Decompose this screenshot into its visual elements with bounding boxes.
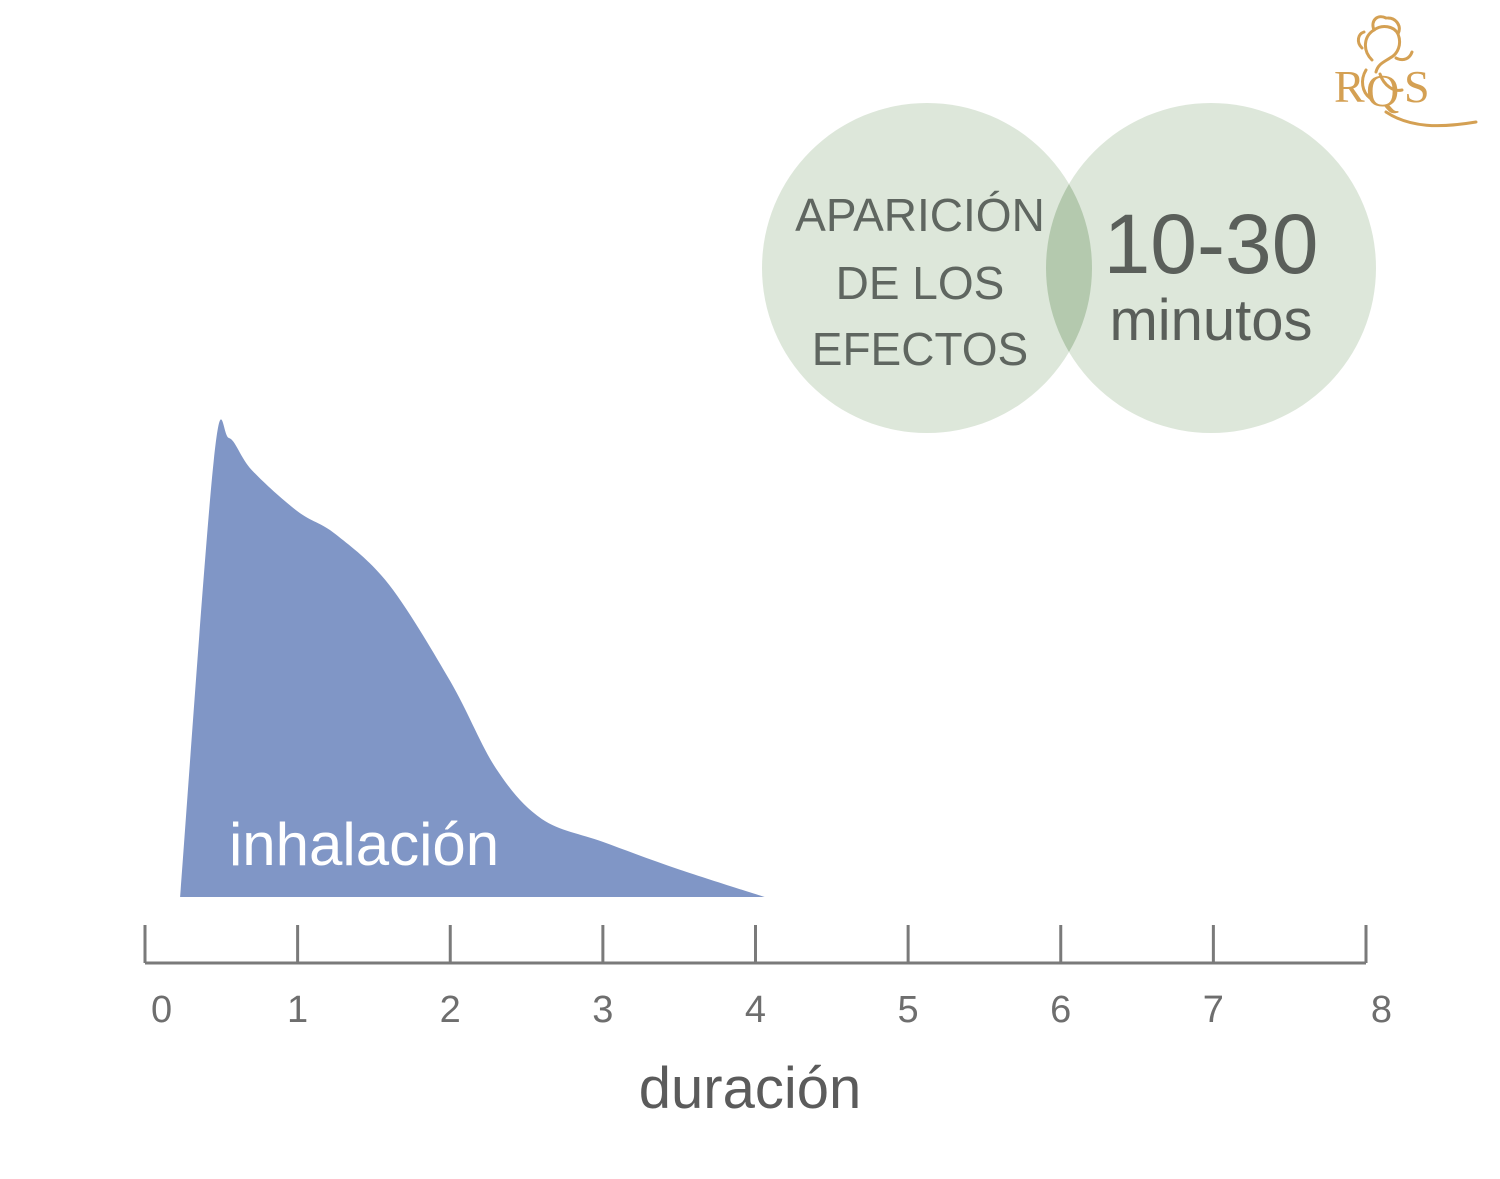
logo-text-s: S	[1404, 61, 1430, 112]
x-tick-label-7: 7	[1203, 989, 1224, 1031]
x-tick-label-0: 0	[151, 989, 172, 1031]
series-area-0	[180, 419, 765, 897]
x-axis-label: duración	[639, 1056, 861, 1121]
x-tick-label-4: 4	[745, 989, 766, 1031]
x-tick-label-6: 6	[1050, 989, 1071, 1031]
rqs-logo: R Q S	[1334, 15, 1478, 128]
logo-text-r: R	[1334, 61, 1365, 112]
series-label-0: inhalación	[229, 811, 499, 878]
onset-unit: minutos	[1109, 288, 1312, 353]
onset-venn: APARICIÓN DE LOS EFECTOS 10-30 minutos	[762, 103, 1376, 433]
x-axis: 0 1 2 3 4 5 6 7 8	[143, 925, 1392, 1031]
x-tick-label-3: 3	[592, 989, 613, 1031]
series-layer: inhalación	[180, 419, 765, 897]
onset-value: 10-30	[1104, 197, 1319, 291]
x-tick-label-5: 5	[898, 989, 919, 1031]
x-tick-label-2: 2	[440, 989, 461, 1031]
onset-label-circle	[762, 103, 1092, 433]
onset-label-line-1: APARICIÓN	[795, 189, 1045, 241]
x-tick-label-8: 8	[1371, 989, 1392, 1031]
onset-label-line-3: EFECTOS	[812, 323, 1028, 375]
lion-icon	[1356, 15, 1414, 100]
logo-swash	[1384, 110, 1478, 128]
logo-text-q: Q	[1366, 65, 1399, 116]
onset-value-circle	[1046, 103, 1376, 433]
x-tick-label-1: 1	[287, 989, 308, 1031]
onset-label-line-2: DE LOS	[836, 257, 1005, 309]
